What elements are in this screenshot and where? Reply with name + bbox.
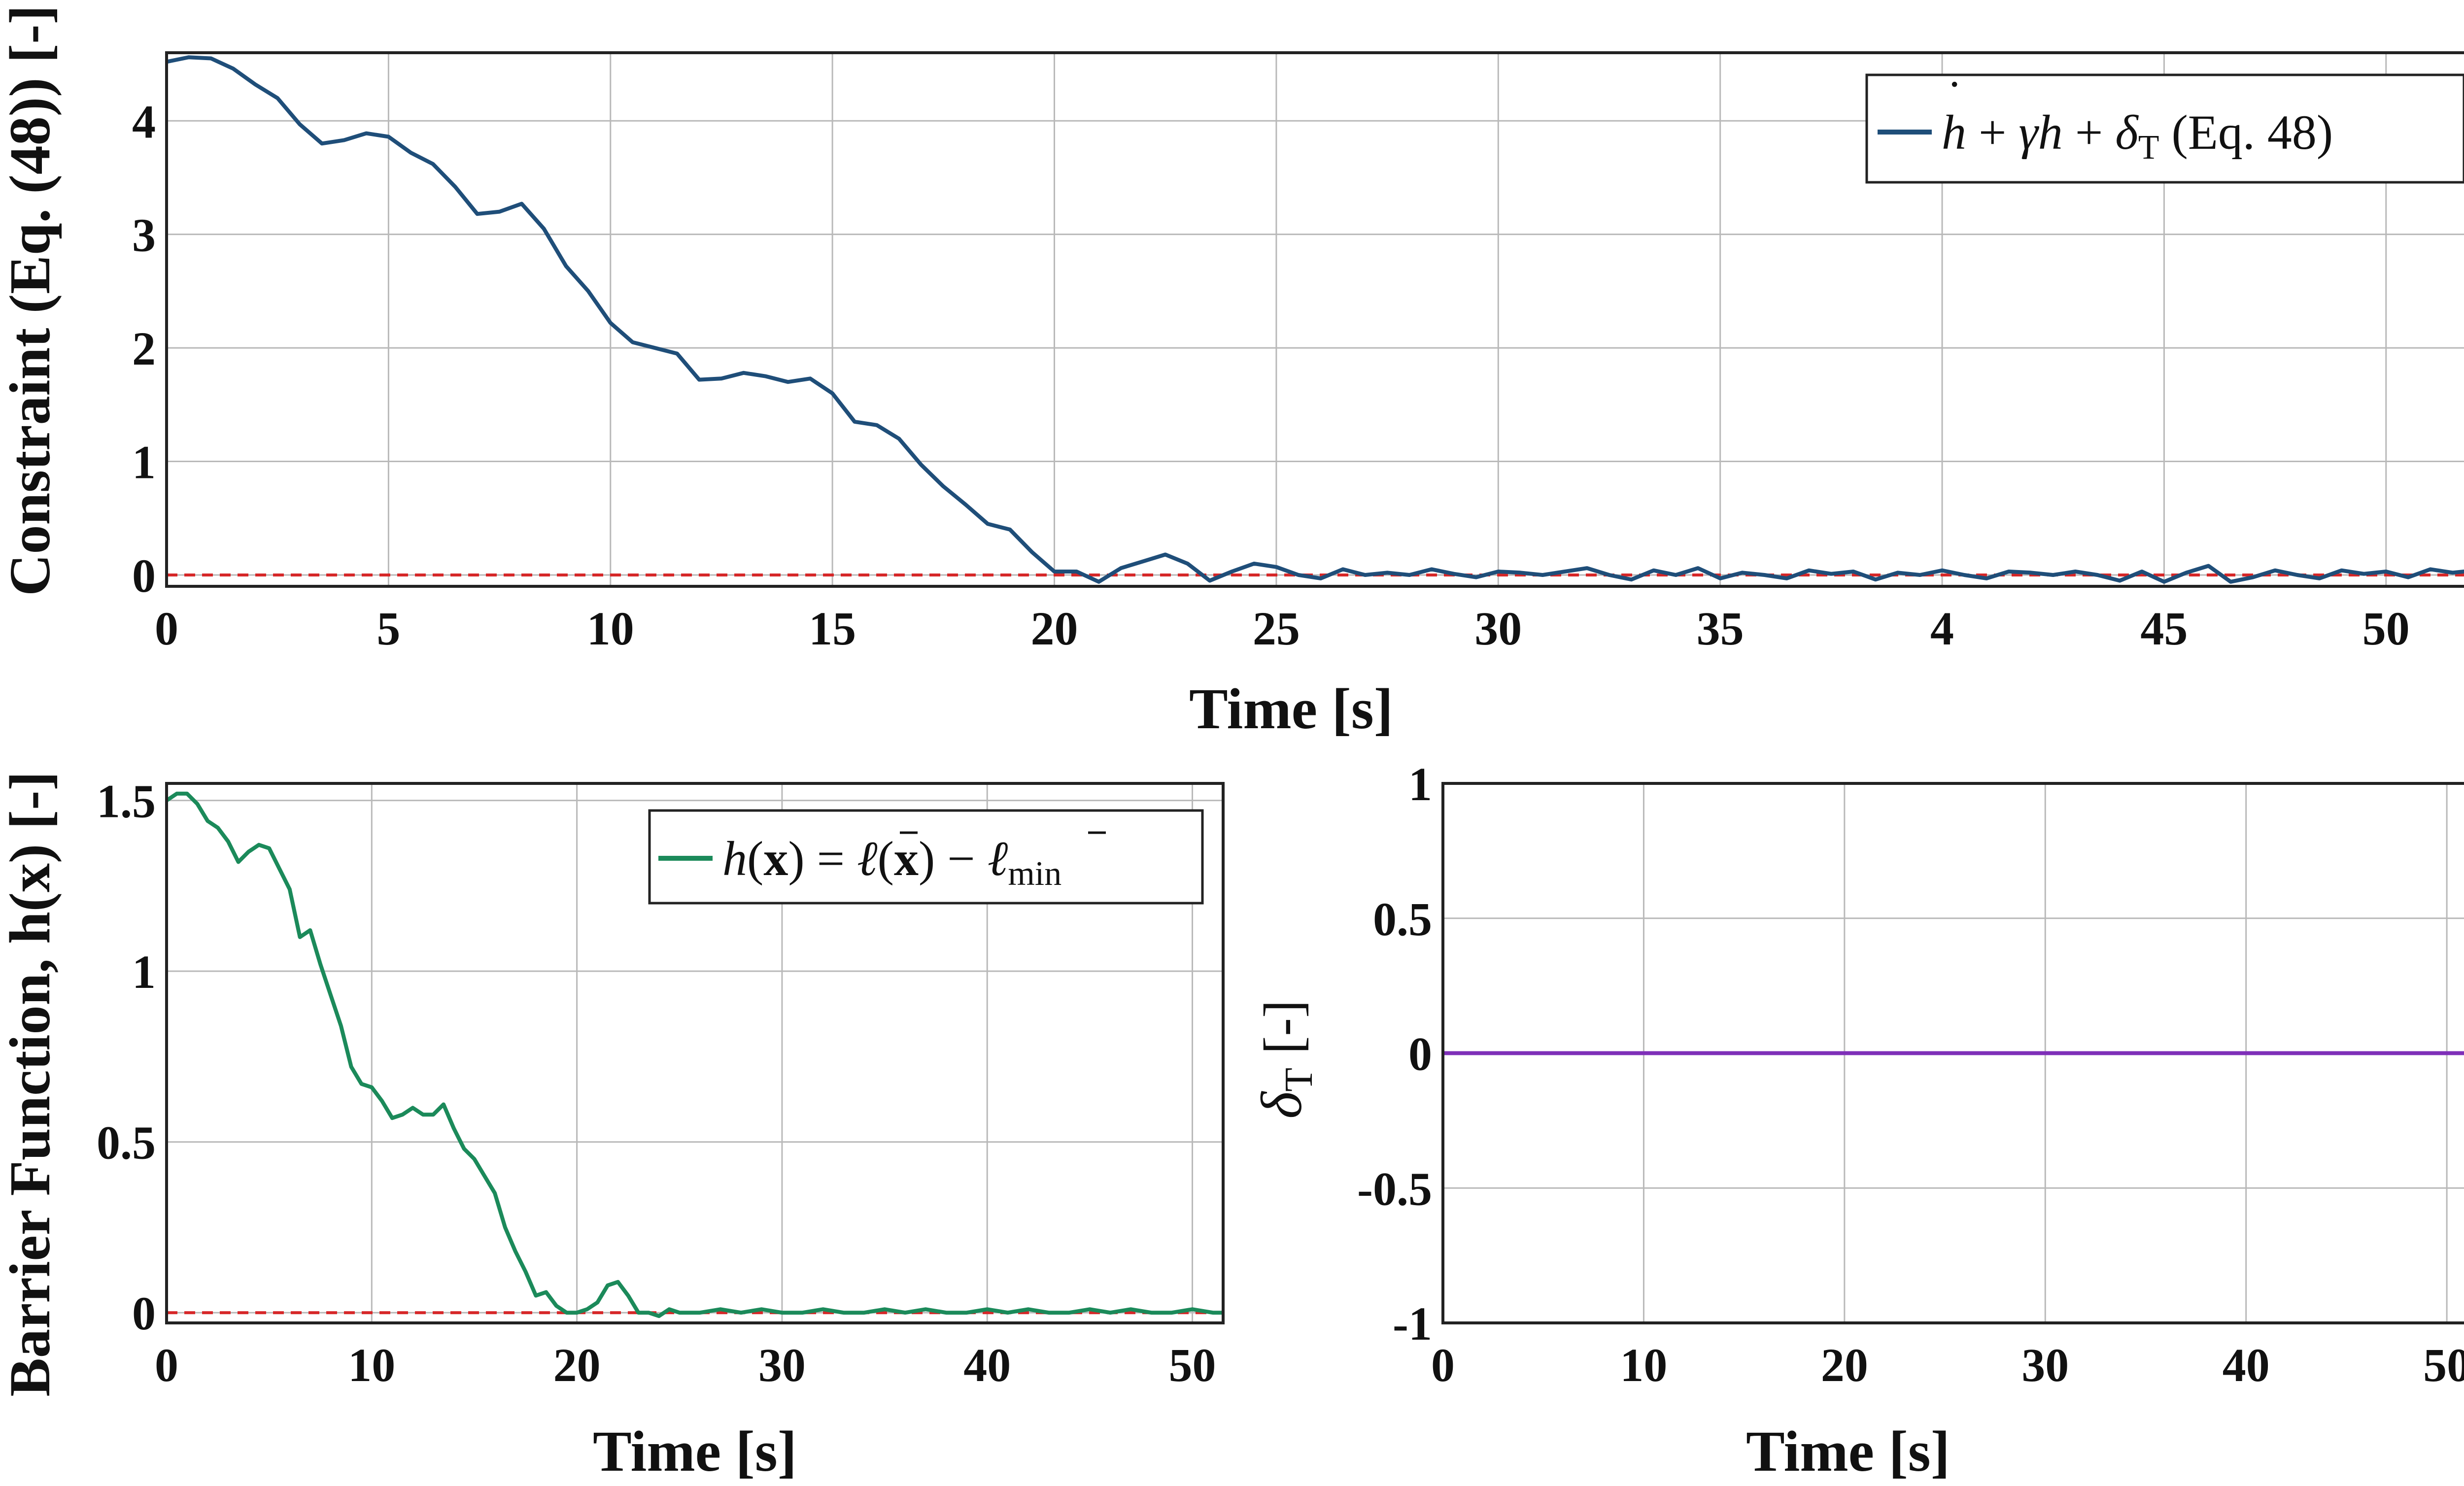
- barrier-x-axis-label: Time [s]: [593, 1419, 797, 1484]
- constraint-y-axis-label: Constraint (Eq. (48)) [-]: [0, 5, 62, 596]
- constraint-x-tick-label: 5: [376, 602, 400, 655]
- barrier-y-tick-labels: 0 0.5 1 1.5: [97, 775, 156, 1340]
- constraint-x-tick-label: 30: [1474, 602, 1522, 655]
- constraint-y-tick-label: 1: [132, 436, 156, 489]
- constraint-y-tick-label: 3: [132, 209, 156, 262]
- barrier-y-tick-label: 0.5: [97, 1116, 156, 1169]
- constraint-legend-label: h + γh + δT (Eq. 48): [1942, 105, 2333, 167]
- barrier-x-tick-labels: 0 10 20 30 40 50: [155, 1339, 1216, 1391]
- constraint-plot-frame: [165, 51, 2464, 588]
- barrier-x-tick-label: 40: [963, 1339, 1011, 1391]
- constraint-y-tick-labels: 0 1 2 3 4: [132, 95, 156, 602]
- barrier-y-tick-label: 1.5: [97, 775, 156, 828]
- constraint-y-tick-label: 4: [132, 95, 156, 148]
- delta-y-tick-label: -1: [1393, 1297, 1432, 1350]
- barrier-x-tick-label: 20: [553, 1339, 601, 1391]
- delta-x-axis-label: Time [s]: [1746, 1419, 1950, 1484]
- constraint-x-tick-labels: 0 5 10 15 20 25 30 35 4 45 50: [155, 602, 2410, 655]
- constraint-x-tick-label: 35: [1697, 602, 1744, 655]
- delta-plot-frame: [1441, 782, 2464, 1324]
- constraint-plot: 0 5 10 15 20 25 30 35 4 45 50 0 1 2 3 4 Time [s] Const…: [0, 5, 2464, 741]
- delta-x-tick-label: 50: [2423, 1339, 2464, 1391]
- barrier-legend-box: [648, 809, 1204, 905]
- delta-y-axis-label: δT [-]: [1249, 1000, 1321, 1118]
- barrier-y-tick-label: 1: [132, 946, 156, 998]
- barrier-x-tick-label: 30: [758, 1339, 806, 1391]
- barrier-function-plot: 0 10 20 30 40 50 0 0.5 1 1.5 Time [s] Barrier Fu…: [0, 771, 1225, 1484]
- constraint-x-tick-label: 4: [1930, 602, 1954, 655]
- barrier-plot-frame: [165, 782, 1225, 1324]
- constraint-y-tick-label: 0: [132, 549, 156, 602]
- constraint-y-tick-label: 2: [132, 322, 156, 375]
- dot-accent: ˙: [1946, 70, 1962, 125]
- constraint-x-tick-label: 15: [809, 602, 856, 655]
- delta-y-tick-label: 1: [1408, 758, 1432, 811]
- delta-x-tick-labels: 0 10 20 30 40 50: [1431, 1339, 2464, 1391]
- constraint-legend-box: [1865, 73, 2464, 184]
- constraint-x-tick-label: 45: [2140, 602, 2188, 655]
- constraint-x-axis-label: Time [s]: [1189, 676, 1393, 741]
- delta-t-plot: 0 10 20 30 40 50 -1 -0.5 0 0.5 1 Time [s] δT [-]: [1249, 758, 2464, 1484]
- delta-x-tick-label: 30: [2021, 1339, 2069, 1391]
- delta-y-tick-labels: -1 -0.5 0 0.5 1: [1357, 758, 1432, 1350]
- barrier-legend-label: h(x) = ℓ(x) − ℓmin: [722, 831, 1061, 893]
- constraint-x-tick-label: 50: [2362, 602, 2410, 655]
- barrier-x-tick-label: 0: [155, 1339, 178, 1391]
- constraint-x-tick-label: 0: [155, 602, 178, 655]
- constraint-legend: h + γh + δT (Eq. 48) ˙: [1865, 70, 2464, 184]
- barrier-x-tick-label: 10: [348, 1339, 395, 1391]
- constraint-x-tick-label: 10: [587, 602, 634, 655]
- barrier-series-line: [165, 791, 1223, 1318]
- constraint-x-tick-label: 25: [1253, 602, 1300, 655]
- delta-y-tick-label: -0.5: [1357, 1162, 1432, 1215]
- barrier-x-tick-label: 50: [1169, 1339, 1216, 1391]
- constraint-x-tick-label: 20: [1031, 602, 1078, 655]
- barrier-y-axis-label: Barrier Function, h(x) [-]: [0, 771, 62, 1396]
- barrier-y-tick-label: 0: [132, 1287, 156, 1340]
- barrier-legend: h(x) = ℓ(x) − ℓmin: [648, 809, 1204, 905]
- delta-y-tick-label: 0: [1408, 1028, 1432, 1081]
- delta-y-tick-label: 0.5: [1373, 893, 1432, 946]
- delta-x-tick-label: 10: [1620, 1339, 1667, 1391]
- delta-x-tick-label: 20: [1821, 1339, 1868, 1391]
- constraint-series-line: [166, 55, 2464, 584]
- delta-x-tick-label: 40: [2223, 1339, 2270, 1391]
- delta-x-tick-label: 0: [1431, 1339, 1455, 1391]
